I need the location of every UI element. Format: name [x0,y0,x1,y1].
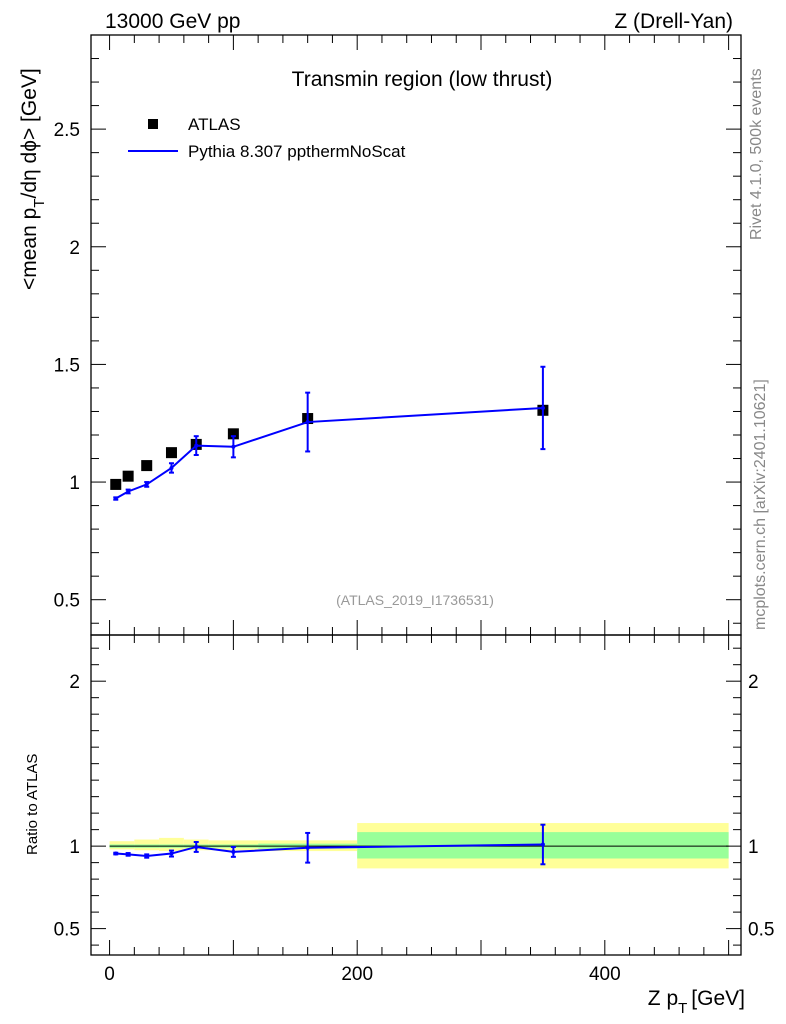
legend-label-pythia: Pythia 8.307 ppthermNoScat [188,142,406,161]
x-axis-title-main: Z p [648,987,678,1010]
atlas-data-point [165,447,177,459]
ratio-point [126,852,131,857]
rivet-label: Rivet 4.1.0, 500k events [748,68,765,240]
ratio-point [144,854,149,859]
ratio-point [305,845,310,850]
ratio-band-outer [159,837,184,852]
y-tick-label: 1.5 [54,355,80,376]
ratio-y-tick-label-right: 1 [748,837,759,858]
x-axis-title-sub: T [678,1000,687,1017]
ratio-point [113,851,118,856]
ratio-ticks [91,635,741,955]
mcplots-label: mcplots.cern.ch [arXiv:2401.10621] [752,379,769,630]
y-axis-title-part1: <mean p [18,208,41,290]
ratio-y-tick-label-right: 2 [748,672,759,693]
ratio-point [194,844,199,849]
x-tick-label: 0 [104,964,115,985]
ratio-point [169,851,174,856]
x-axis-title-unit: [GeV] [691,987,745,1010]
legend-label-atlas: ATLAS [188,115,241,134]
pythia-line [115,406,543,500]
ratio-frame [90,634,742,956]
y-tick-label: 0.5 [54,591,80,612]
legend-marker-atlas [148,119,158,129]
ratio-y-tick-label: 2 [69,672,80,693]
x-tick-label: 400 [589,964,621,985]
pythia-point [194,443,199,448]
analysis-id: (ATLAS_2019_I1736531) [336,592,494,608]
atlas-data-point [141,460,153,472]
pythia-point [144,482,149,487]
y-tick-label: 1 [69,473,80,494]
pythia-point [169,465,174,470]
legend: ATLAS Pythia 8.307 ppthermNoScat [128,115,406,161]
ratio-point [540,842,545,847]
pythia-point [540,405,545,410]
atlas-data-point [227,428,239,440]
pythia-point [113,496,118,501]
pythia-point [305,420,310,425]
ratio-y-tick-label-right: 0.5 [748,920,774,941]
atlas-data-point [122,470,134,482]
ratio-y-tick-label: 1 [69,837,80,858]
y-axis-title-part2: /dη dϕ> [GeV] [18,68,41,198]
y-tick-label: 2 [69,238,80,259]
y-tick-label: 2.5 [54,120,80,141]
x-tick-label: 200 [341,964,373,985]
y-axis-title: <mean pT/dη dϕ> [GeV] [18,68,48,290]
x-axis-title: Z pT [GeV] [648,987,745,1017]
main-series [110,365,549,501]
ratio-y-tick-label: 0.5 [54,920,80,941]
atlas-data-point [110,478,122,490]
pythia-point [126,489,131,494]
pythia-point [231,444,236,449]
chart-title: Transmin region (low thrust) [292,68,553,91]
header-right-label: Z (Drell-Yan) [614,10,733,33]
main-ticks [91,35,741,635]
ratio-series [113,823,546,866]
header-left-label: 13000 GeV pp [105,10,240,33]
ratio-y-axis-title: Ratio to ATLAS [24,754,41,855]
tick-labels: 0 200 400 0.5 1 1.5 2 2.5 0.5 0.5 1 1 2 2 [54,120,775,985]
y-axis-title-sub: T [31,199,48,208]
ratio-pythia-line [115,843,543,858]
ratio-point [231,849,236,854]
